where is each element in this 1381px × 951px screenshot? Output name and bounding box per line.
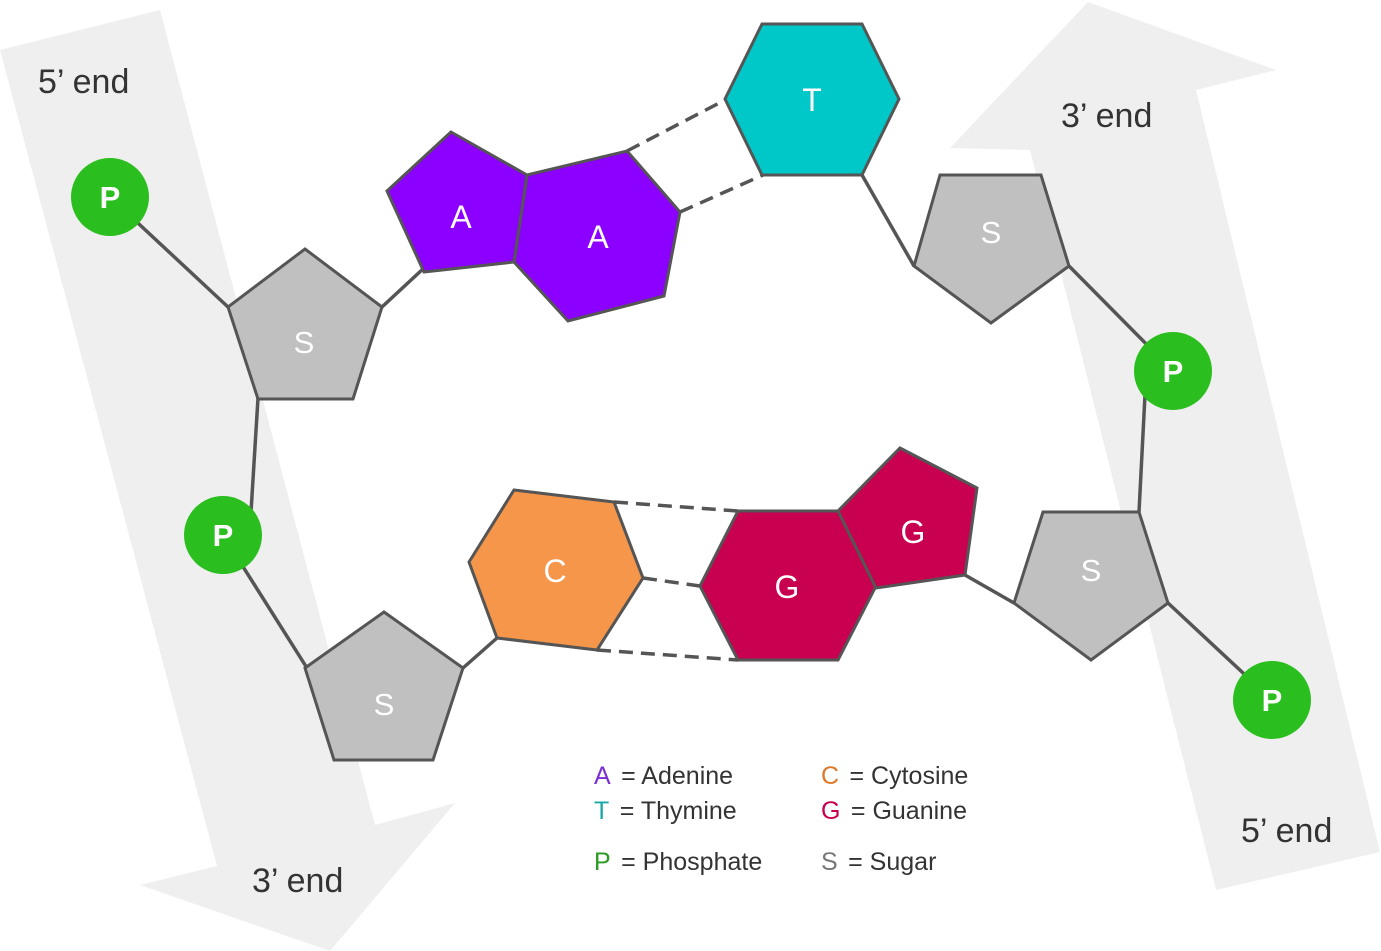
sugar-label-right-top: S xyxy=(981,215,1002,250)
phosphate-label-right-bottom: P xyxy=(1262,683,1283,718)
guanine-ring-label-2: G xyxy=(901,514,926,550)
bond-s1-a xyxy=(380,266,426,309)
phosphate-label-left-middle: P xyxy=(213,518,234,553)
bond-s1-p2 xyxy=(249,397,260,513)
adenine-ring-label-1: A xyxy=(450,199,472,235)
phosphate-label-right-top: P xyxy=(1163,354,1184,389)
thymine-hexagon xyxy=(723,22,901,177)
sugar-pentagon-left-top xyxy=(226,247,384,401)
legend-adenine-text: = Adenine xyxy=(621,762,733,790)
cytosine-label: C xyxy=(543,553,566,589)
hbond-a-t-upper xyxy=(626,98,726,153)
guanine-pentagon xyxy=(836,446,979,590)
legend-sugar: S = Sugar xyxy=(821,848,936,876)
left-strand-arrow xyxy=(0,10,455,951)
phosphate-circle-right-top xyxy=(1134,332,1212,410)
legend-sugar-key: S xyxy=(821,848,838,876)
phosphate-circle-left-middle xyxy=(184,496,262,574)
legend-guanine-text: = Guanine xyxy=(851,797,967,825)
right-strand-bottom-end-label: 5’ end xyxy=(1241,812,1332,850)
legend-phosphate-key: P xyxy=(594,848,611,876)
bond-g-s4 xyxy=(964,573,1015,605)
phosphate-label-left-top: P xyxy=(100,180,121,215)
hbond-a-t-lower xyxy=(679,173,764,214)
legend-thymine-key: T xyxy=(594,797,609,825)
bond-t-s3 xyxy=(860,174,916,267)
hbond-c-g-lower xyxy=(596,648,739,662)
bond-p3-s4 xyxy=(1137,394,1147,513)
legend-adenine: A = Adenine xyxy=(594,762,733,790)
legend-guanine-key: G xyxy=(821,797,840,825)
adenine-pentagon xyxy=(385,130,529,274)
left-strand-top-end-label: 5’ end xyxy=(38,63,129,101)
hbond-c-g-upper xyxy=(613,500,739,513)
left-strand-bottom-end-label: 3’ end xyxy=(252,862,343,900)
legend-thymine: T = Thymine xyxy=(594,797,737,825)
phosphate-circle-right-bottom xyxy=(1233,661,1311,739)
hbond-c-g-middle xyxy=(642,576,701,588)
legend-phosphate-text: = Phosphate xyxy=(621,848,762,876)
legend-phosphate: P = Phosphate xyxy=(594,848,762,876)
legend-adenine-key: A xyxy=(594,762,611,790)
sugar-label-left-top: S xyxy=(294,325,315,360)
legend-cytosine-text: = Cytosine xyxy=(850,762,969,790)
legend: A = Adenine T = Thymine P = Phosphate C … xyxy=(594,762,968,876)
bond-s2-c xyxy=(461,636,499,670)
sugar-pentagon-left-bottom xyxy=(303,610,465,762)
sugar-pentagon-right-top xyxy=(912,173,1071,325)
cytosine-hexagon xyxy=(467,488,645,652)
right-strand-top-end-label: 3’ end xyxy=(1061,97,1152,135)
sugar-label-left-bottom: S xyxy=(374,687,395,722)
phosphate-circle-left-top xyxy=(71,158,149,236)
legend-sugar-text: = Sugar xyxy=(848,848,936,876)
legend-guanine: G = Guanine xyxy=(821,797,967,825)
legend-cytosine-key: C xyxy=(821,762,839,790)
sugar-pentagon-right-bottom xyxy=(1012,510,1170,662)
sugar-label-right-bottom: S xyxy=(1081,553,1102,588)
legend-cytosine: C = Cytosine xyxy=(821,762,968,790)
guanine-ring-label-1: G xyxy=(775,569,800,605)
legend-thymine-text: = Thymine xyxy=(620,797,737,825)
right-strand-arrow xyxy=(950,2,1380,890)
adenine-ring-label-2: A xyxy=(587,219,609,255)
thymine-label: T xyxy=(802,82,822,118)
